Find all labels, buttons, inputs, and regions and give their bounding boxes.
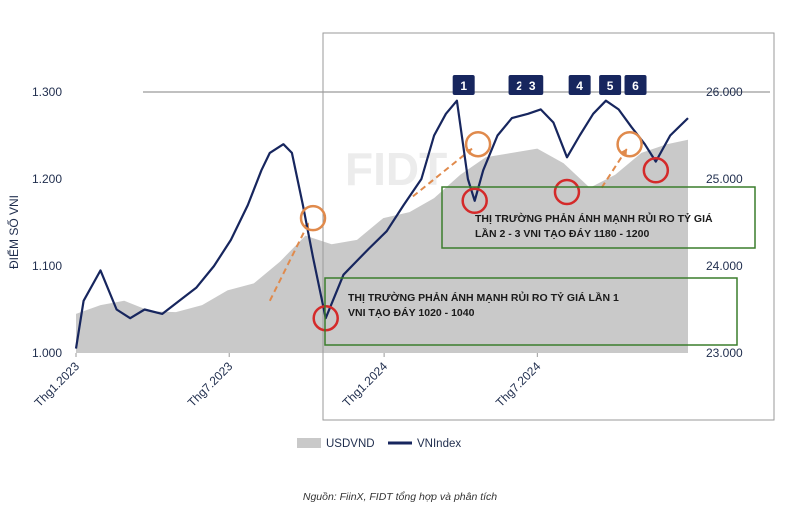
trend-arrow-dashed (412, 147, 473, 198)
legend: USDVND VNIndex (297, 438, 461, 450)
usdvnd-area (76, 139, 688, 353)
breakout-circle-orange (299, 204, 327, 232)
marker-badge-1 (452, 75, 475, 95)
x-tick-label: Thg7.2024 (493, 359, 544, 410)
marker-label-5: 5 (607, 79, 614, 93)
x-tick-label: Thg7.2023 (185, 359, 236, 410)
legend-label-vnindex: VNIndex (417, 438, 461, 450)
marker-label-6: 6 (632, 79, 639, 93)
legend-swatch-usdvnd (297, 438, 321, 448)
marker-label-2: 2 (516, 79, 523, 93)
breakout-circle-orange (464, 130, 492, 158)
y-right-tick-label: 25.000 (706, 172, 743, 186)
vnindex-line-layer (74, 99, 689, 349)
annotation-1-line-2: VNI TẠO ĐÁY 1020 - 1040 (348, 306, 475, 319)
bottom-circle-red (553, 178, 581, 206)
breakout-circle-orange (616, 130, 643, 158)
annotation-1-line-1: THỊ TRƯỜNG PHẢN ÁNH MẠNH RỦI RO TỶ GIÁ L… (348, 291, 619, 304)
annotation-2-line-2: LẦN 2 - 3 VNI TẠO ĐÁY 1180 - 1200 (475, 227, 649, 240)
trend-arrow-dashed (600, 148, 628, 189)
marker-label-3: 3 (529, 79, 536, 93)
y-axis-title: ĐIỂM SỐ VNI (6, 195, 21, 269)
marker-badge-6 (624, 75, 647, 95)
annotation-box-1 (324, 277, 738, 346)
vnindex-line (74, 99, 689, 349)
y-left-tick-label: 1.200 (32, 172, 62, 186)
bottom-circle-red (461, 187, 488, 214)
bottom-circle-red (642, 157, 670, 184)
annotation-2-line-1: THỊ TRƯỜNG PHẢN ÁNH MẠNH RỦI RO TỶ GIÁ (475, 212, 713, 225)
legend-label-usdvnd: USDVND (326, 438, 375, 450)
marker-badge-5 (599, 75, 622, 95)
y-left-tick-label: 1.300 (32, 85, 62, 99)
y-right-tick-label: 23.000 (706, 346, 743, 360)
y-right-tick-label: 24.000 (706, 259, 743, 273)
trend-arrow-head (620, 148, 628, 156)
trend-arrow-dashed (268, 222, 310, 302)
marker-badge-3 (521, 75, 544, 95)
marker-label-1: 1 (460, 79, 467, 93)
y-left-tick-label: 1.000 (32, 346, 62, 360)
marker-badge-4 (568, 75, 591, 95)
source-note: Nguồn: FiinX, FIDT tổng hợp và phân tích (303, 491, 497, 503)
annotation-box-2 (441, 186, 756, 249)
x-tick-label: Thg1.2023 (32, 359, 83, 410)
x-tick-label: Thg1.2024 (340, 359, 391, 410)
watermark: FIDT (345, 143, 447, 195)
y-left-tick-label: 1.100 (32, 259, 62, 273)
circle-layer (299, 130, 670, 332)
marker-label-4: 4 (576, 79, 583, 93)
usdvnd-area-layer (76, 139, 688, 353)
y-right-tick-label: 26.000 (706, 85, 743, 99)
